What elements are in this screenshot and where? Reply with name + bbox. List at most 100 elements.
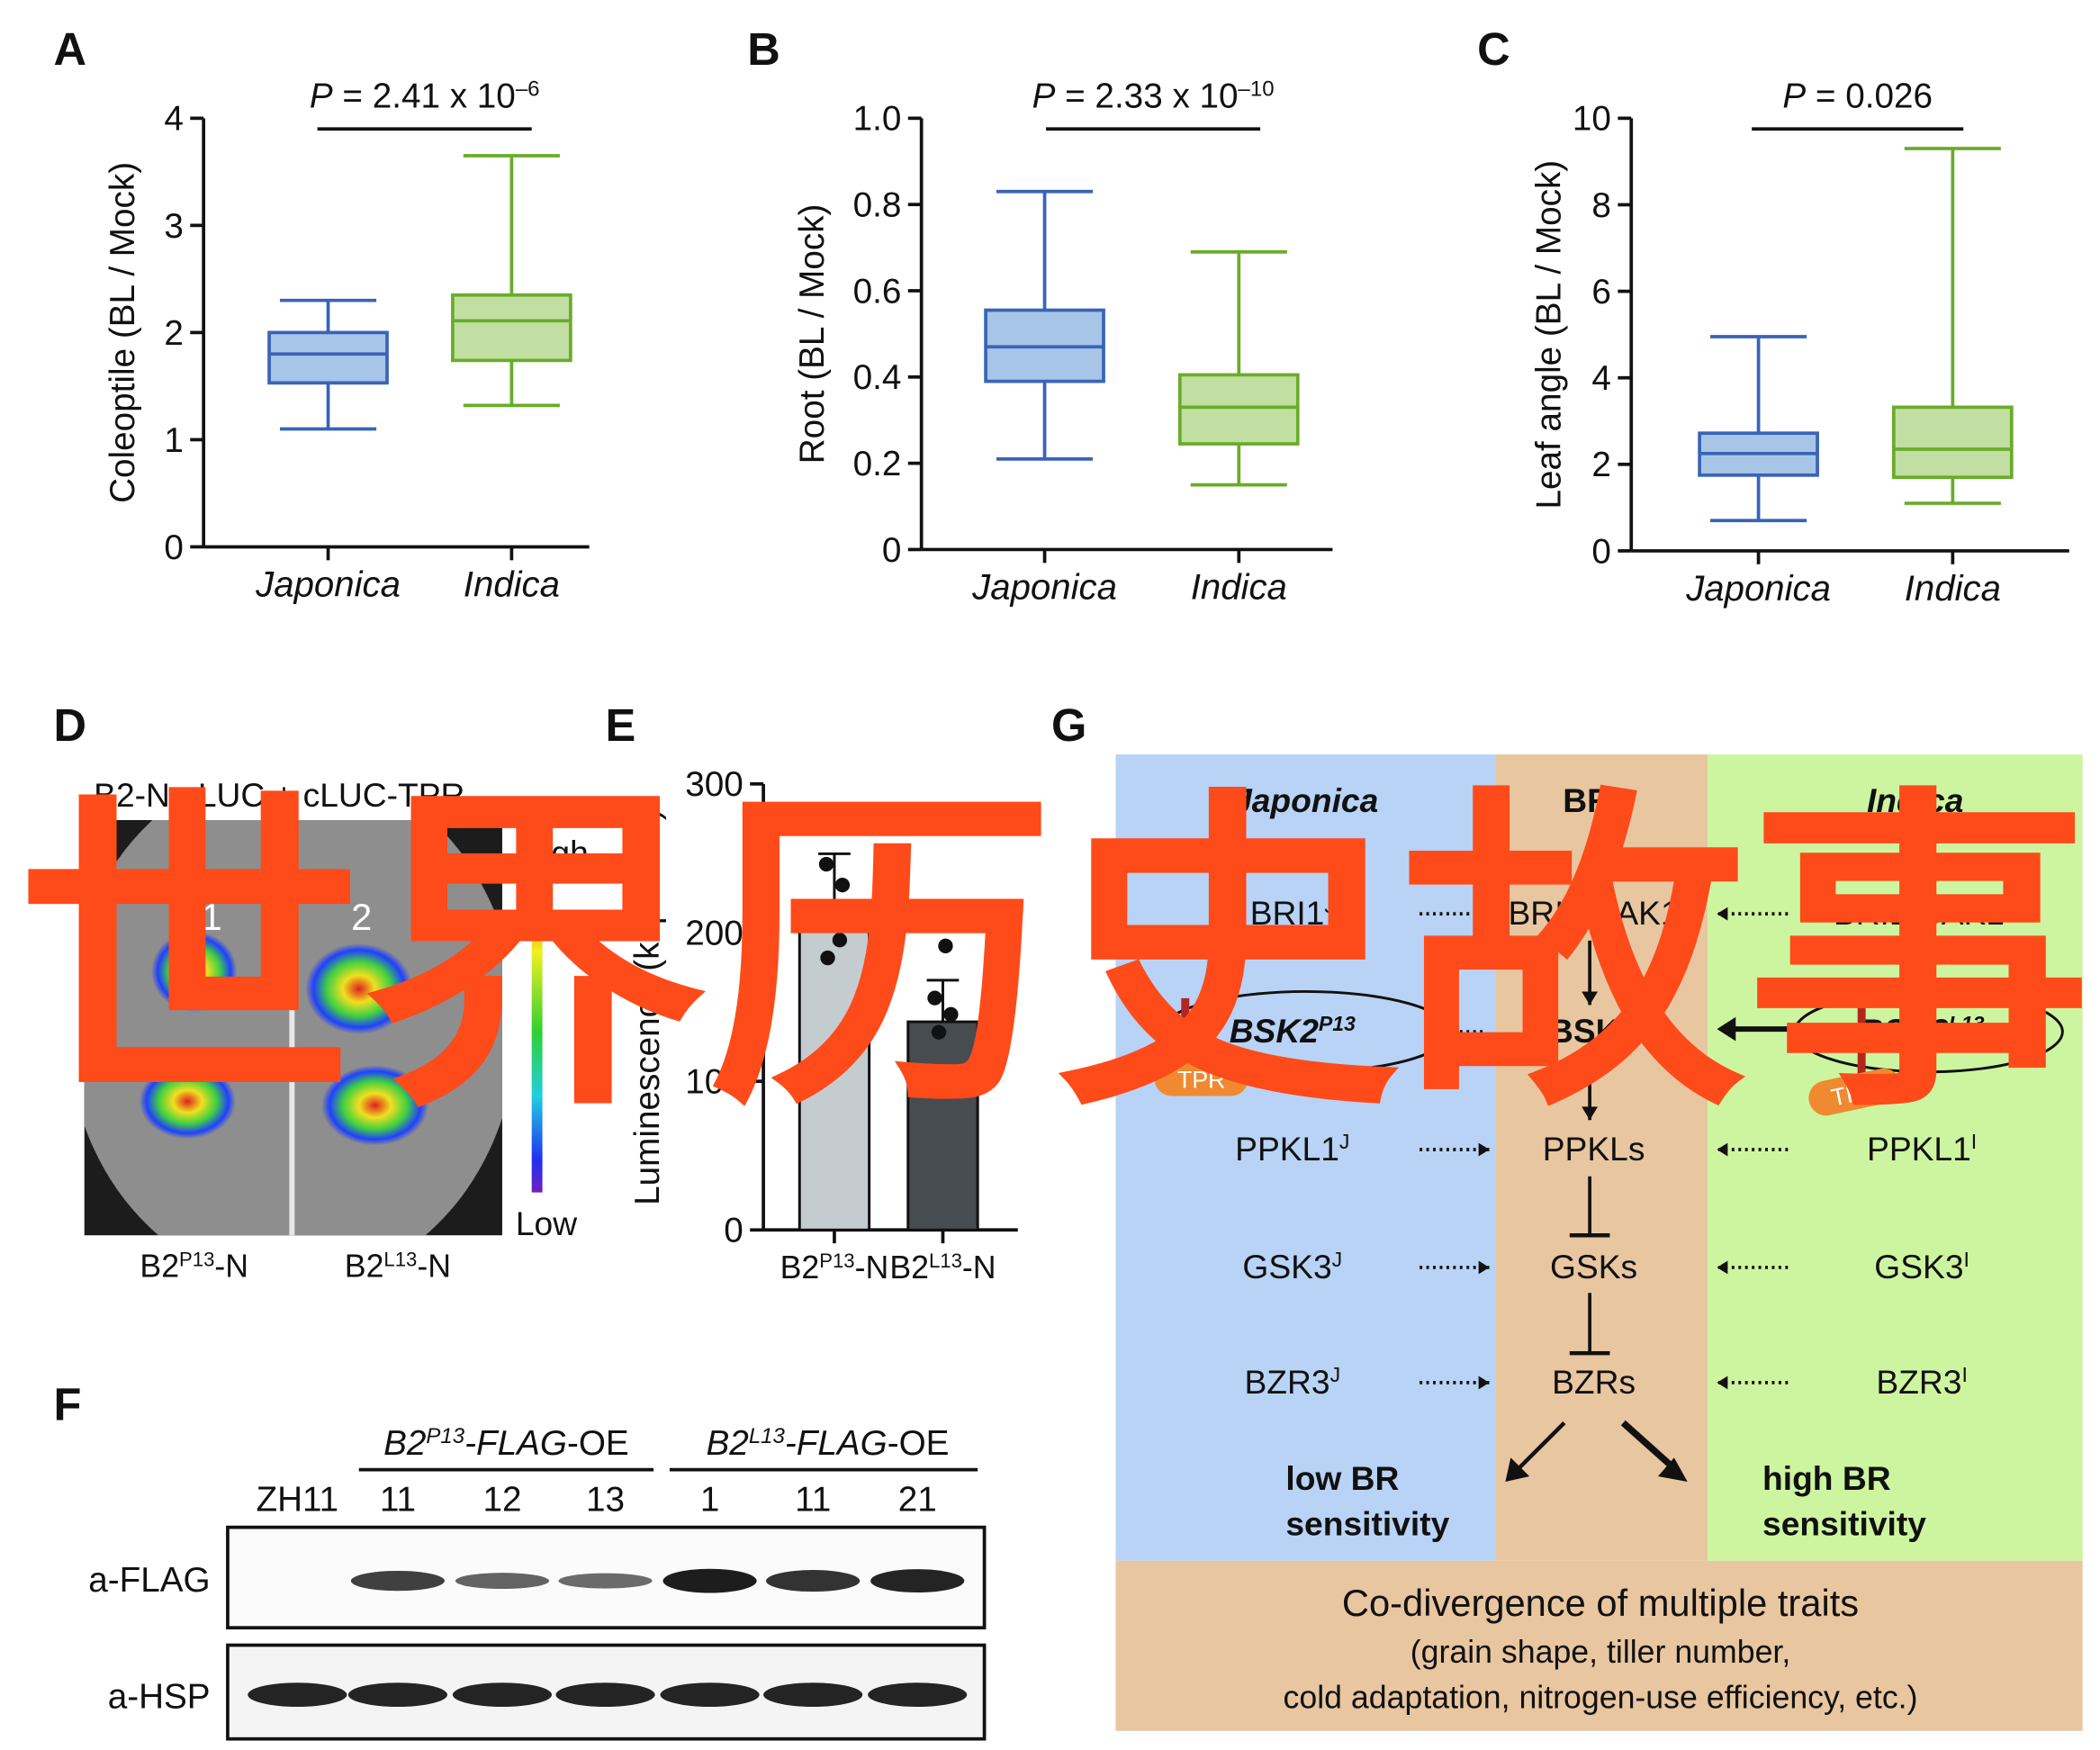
antibody-label: a-FLAG [88, 1561, 210, 1600]
y-tick-label: 4 [164, 100, 184, 139]
lane-label: 11 [795, 1481, 831, 1520]
outcome-label: low BR [1285, 1459, 1399, 1497]
band [347, 1682, 447, 1707]
footer-text: Co-divergence of multiple traits [1342, 1582, 1859, 1624]
color-bar-low: Low [516, 1204, 577, 1242]
pathway-node-part: I [1964, 1248, 1969, 1271]
arrow-head [1717, 1142, 1728, 1157]
p-value-part: –10 [1239, 77, 1275, 101]
bsk-ring [1159, 989, 1452, 1074]
group-label-part: -OE [888, 1424, 950, 1463]
p-value: P = 2.41 x 10–6 [310, 77, 540, 116]
x-tick-label: B2L13-N [889, 1249, 996, 1285]
p-value-part: P [1032, 77, 1056, 115]
data-point [943, 1006, 959, 1022]
y-tick-label: 0 [724, 1212, 744, 1250]
pathway-node: GSK3I [1874, 1248, 1969, 1285]
band [558, 1573, 653, 1589]
y-tick-label: 1 [164, 421, 184, 460]
lane-label: 13 [586, 1481, 625, 1520]
panel-label: F [54, 1379, 82, 1430]
band [452, 1682, 553, 1707]
p-value-part: = 0.026 [1806, 77, 1933, 115]
x-tick-label-part: -N [855, 1249, 889, 1285]
data-point [938, 938, 953, 954]
band [248, 1682, 347, 1707]
band [555, 1682, 655, 1707]
pathway-node: BRI1-BAK1 [1509, 894, 1680, 932]
sample-label: B2P13-N [140, 1248, 248, 1285]
antibody-label: a-HSP [108, 1677, 211, 1716]
pathway-node-part: P13 [1319, 1012, 1356, 1035]
sample-label-part: -N [417, 1248, 451, 1284]
japonica-zone [1115, 754, 1496, 1561]
lane-label: 12 [482, 1481, 521, 1520]
x-tick-label: Japonica [255, 564, 401, 605]
box [267, 330, 389, 385]
pathway-node-part: GSK3 [1874, 1248, 1963, 1285]
x-tick-label: Indica [1191, 566, 1287, 607]
y-tick-label: 2 [1591, 446, 1611, 484]
band [660, 1682, 760, 1707]
pathway-node-part: PPKL1 [1867, 1130, 1971, 1168]
x-tick-label: Japonica [971, 566, 1117, 607]
header: Indica [1867, 781, 1963, 819]
group-label: B2P13-FLAG-OE [383, 1424, 629, 1464]
header: BR [1563, 781, 1611, 819]
p-value-part: P [1782, 77, 1806, 115]
significance-label: ** [933, 902, 952, 929]
lane-label: 1 [700, 1481, 720, 1520]
pathway-node: BZR3J [1245, 1363, 1341, 1401]
y-tick-label: 4 [1591, 359, 1611, 398]
y-axis-label: Leaf angle (BL / Mock) [1529, 160, 1568, 510]
pathway-node-part: J [1332, 1248, 1343, 1271]
box [451, 293, 572, 363]
data-point [931, 1024, 947, 1040]
pathway-node: BZR3I [1876, 1363, 1967, 1401]
p-value-part: –6 [516, 77, 540, 101]
pathway-node-part: BZR3 [1876, 1363, 1961, 1401]
footer-text: cold adaptation, nitrogen-use efficiency… [1284, 1679, 1918, 1715]
outcome-arrow [1514, 1421, 1566, 1473]
sample-label-part: B2 [345, 1248, 384, 1284]
pathway-node-part: GSK3 [1242, 1248, 1331, 1285]
band [662, 1568, 757, 1593]
header: Japonica [1233, 781, 1378, 819]
color-bar-high: High [519, 834, 588, 871]
pathway-node-part: BZR3 [1245, 1363, 1330, 1401]
panel-label: G [1051, 699, 1086, 751]
data-point [927, 990, 942, 1006]
y-tick-label: 0 [882, 531, 902, 570]
x-tick-label: Indica [464, 564, 560, 605]
group-label-part: -FLAG [464, 1424, 567, 1463]
x-tick-label: B2P13-N [780, 1249, 889, 1285]
p-value-part: = 2.41 x 10 [333, 77, 516, 115]
luminescence-spot [321, 1065, 429, 1146]
arrow-head [1717, 1376, 1728, 1390]
sample-label-part: B2 [140, 1248, 179, 1284]
pathway-node: BSK2P13 [1230, 1012, 1356, 1050]
data-point [832, 933, 848, 948]
data-point [834, 877, 851, 893]
panel-label: C [1477, 23, 1510, 75]
sample-label-part: P13 [179, 1248, 214, 1270]
sample-label-part: L13 [383, 1248, 417, 1270]
pathway-node-part: BZRs [1552, 1363, 1636, 1401]
group-label-part: B2 [707, 1424, 749, 1463]
tpr-pill [1808, 1068, 1902, 1116]
lane-label: 21 [898, 1481, 937, 1520]
p-value-part: P [310, 77, 333, 115]
arrow-head [1478, 907, 1490, 921]
arrow-head [1478, 1142, 1490, 1157]
group-label-part: B2 [383, 1424, 426, 1463]
y-tick-label: 2 [164, 314, 184, 353]
x-tick-label-part: B2 [780, 1249, 820, 1285]
data-point [820, 950, 835, 966]
panel-label: D [54, 699, 87, 751]
pathway-node-part: BRI1-BAK1 [1509, 894, 1680, 932]
luminescence-spot [305, 943, 413, 1035]
arrow-head [1717, 1260, 1728, 1275]
box [1892, 405, 2014, 480]
pathway-node: GSKs [1550, 1248, 1637, 1285]
